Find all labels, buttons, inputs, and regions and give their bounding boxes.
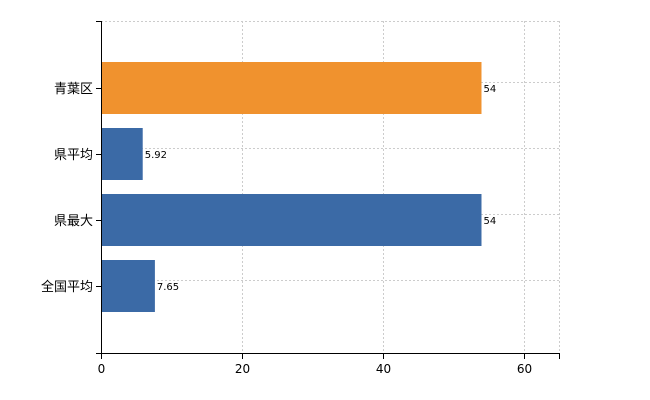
category-label: 県平均 [54, 148, 93, 163]
data-label: 54 [483, 84, 496, 95]
x-tick-label: 0 [98, 362, 106, 376]
x-tick-label: 20 [235, 362, 250, 376]
data-label: 7.65 [157, 282, 179, 293]
bar [101, 128, 143, 180]
x-tick-label: 40 [376, 362, 391, 376]
category-label: 全国平均 [41, 279, 93, 295]
data-label: 54 [483, 216, 496, 227]
bars [101, 62, 482, 312]
axes [96, 21, 560, 359]
x-tick-label: 60 [517, 362, 532, 376]
bar [101, 194, 482, 246]
data-label: 5.92 [145, 150, 167, 161]
bar [101, 260, 155, 312]
category-label: 県最大 [54, 214, 93, 229]
labels: 54 青葉区 5.92 県平均 54 県最大 7.65 全国平均 0 20 40 60 [41, 82, 532, 376]
bar [101, 62, 482, 114]
category-label: 青葉区 [54, 82, 93, 97]
